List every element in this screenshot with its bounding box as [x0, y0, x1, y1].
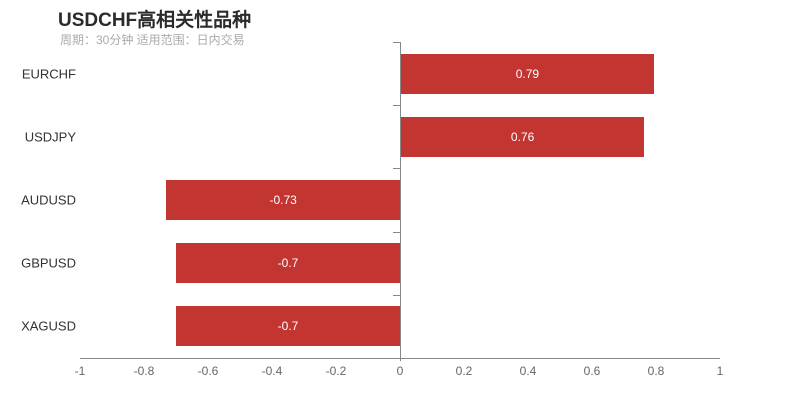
bar-value-label: -0.7 [277, 319, 299, 334]
x-tick-label: 0.6 [583, 364, 601, 378]
category-axis-tick [393, 168, 400, 170]
bar-usdjpy[interactable]: 0.76 [401, 116, 645, 157]
x-tick-label: 0 [396, 364, 404, 378]
x-tick-label: -1 [74, 364, 86, 378]
category-label-usdjpy: USDJPY [24, 129, 76, 145]
category-label-xagusd: XAGUSD [21, 318, 76, 334]
x-tick-label: 0.4 [519, 364, 537, 378]
bar-audusd[interactable]: -0.73 [166, 180, 400, 220]
bar-xagusd[interactable]: -0.7 [176, 306, 400, 347]
bar-gbpusd[interactable]: -0.7 [176, 243, 400, 284]
category-axis-tick [393, 231, 400, 233]
chart-title: USDCHF高相关性品种 [58, 10, 252, 31]
category-label-gbpusd: GBPUSD [21, 255, 76, 271]
bar-value-label: -0.7 [277, 256, 299, 271]
category-axis-line [400, 42, 401, 361]
x-tick-label: -0.2 [325, 364, 347, 378]
chart-subtitle: 周期：30分钟 适用范围：日内交易 [60, 33, 245, 47]
x-tick-label: -0.6 [197, 364, 219, 378]
category-axis-tick [393, 42, 400, 43]
category-label-audusd: AUDUSD [21, 192, 76, 208]
category-axis-tick [393, 358, 400, 359]
x-tick-label: 0.8 [647, 364, 665, 378]
x-tick-label: 1 [716, 364, 724, 378]
category-axis-tick [393, 105, 400, 107]
x-tick-label: 0.2 [455, 364, 473, 378]
category-axis-tick [393, 294, 400, 296]
bar-value-label: 0.76 [510, 129, 535, 144]
category-label-eurchf: EURCHF [21, 66, 76, 82]
bar-eurchf[interactable]: 0.79 [401, 53, 654, 94]
bar-value-label: 0.79 [515, 66, 540, 81]
x-tick-label: -0.8 [133, 364, 155, 378]
x-tick-label: -0.4 [261, 364, 283, 378]
bar-value-label: -0.73 [269, 193, 297, 207]
